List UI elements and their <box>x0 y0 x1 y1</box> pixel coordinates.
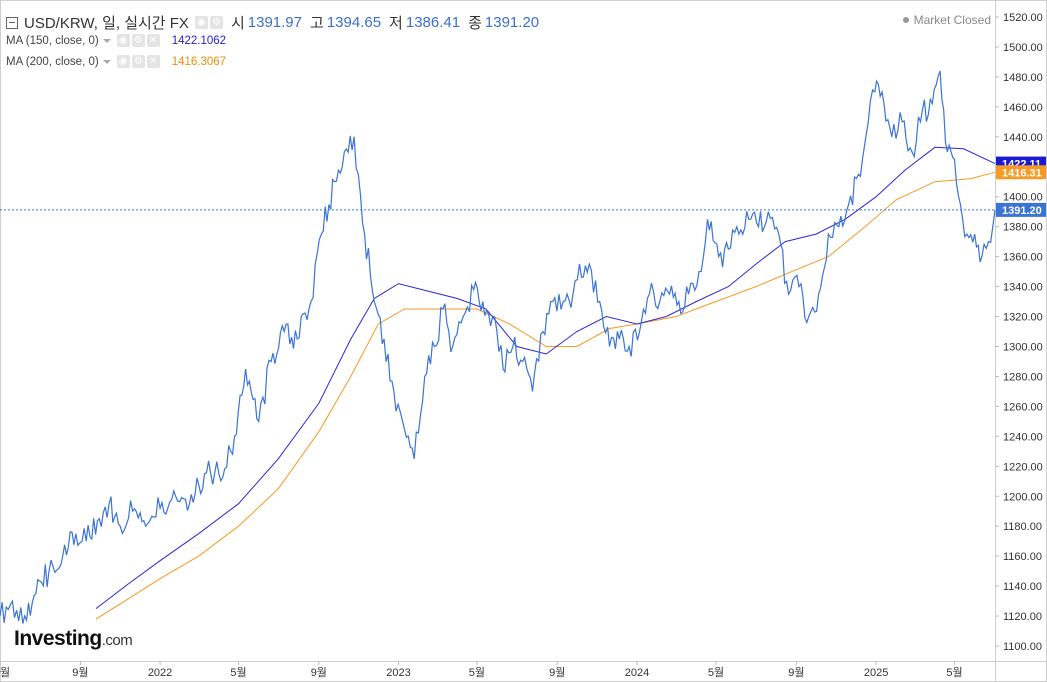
eye-icon[interactable]: ◉ <box>194 16 208 29</box>
x-tick-label: 월 <box>0 666 10 679</box>
x-tick-label: 5월 <box>230 666 246 679</box>
y-tick-label: 1480.00 <box>1003 72 1043 84</box>
y-tick-label: 1180.00 <box>1003 521 1042 533</box>
y-tick-label: 1160.00 <box>1003 551 1042 563</box>
close-icon[interactable]: ✕ <box>146 34 160 47</box>
low-label: 저 <box>389 15 403 32</box>
indicator-name[interactable]: MA (150, close, 0) <box>6 34 99 47</box>
y-tick-label: 1280.00 <box>1003 371 1043 383</box>
x-tick-label: 2025 <box>864 667 888 679</box>
gear-icon[interactable]: ⚙ <box>131 34 145 47</box>
indicator-ma200: MA (200, close, 0) ◉ ⚙ ✕ 1416.3067 <box>6 55 226 68</box>
y-tick-label: 1220.00 <box>1003 461 1043 473</box>
y-tick-label: 1340.00 <box>1003 282 1043 294</box>
eye-icon[interactable]: ◉ <box>116 55 130 68</box>
open-label: 시 <box>230 15 245 32</box>
last-price-badge-bg <box>996 202 1046 217</box>
y-tick-label: 1120.00 <box>1003 611 1042 623</box>
x-tick-label: 5월 <box>708 666 724 679</box>
market-status: Market Closed <box>902 13 991 27</box>
y-tick-label: 1200.00 <box>1003 491 1043 503</box>
indicator-ma150: MA (150, close, 0) ◉ ⚙ ✕ 1422.1062 <box>6 34 226 47</box>
y-tick-label: 1460.00 <box>1003 102 1043 114</box>
chart-header: USD/KRW, 일, 실시간 FX ◉ ⚙ 시 1391.97 고 1394.65… <box>6 12 539 33</box>
x-tick-label: 9월 <box>549 666 565 679</box>
close-icon[interactable]: ✕ <box>146 55 160 68</box>
collapse-icon[interactable] <box>6 16 18 29</box>
status-dot-icon <box>902 17 909 23</box>
high-label: 고 <box>310 15 324 32</box>
symbol-title[interactable]: USD/KRW, 일, 실시간 FX <box>24 15 189 32</box>
x-tick-label: 2022 <box>148 667 172 679</box>
ma200-badge: 1416.31 <box>1002 167 1042 179</box>
y-tick-label: 1140.00 <box>1003 581 1042 593</box>
close-label: 종 <box>468 15 482 32</box>
ma150-line <box>95 146 996 609</box>
y-tick-label: 1400.00 <box>1003 192 1043 204</box>
ma200-line <box>95 171 996 620</box>
indicator-value: 1416.3067 <box>171 55 227 68</box>
high-value: 1394.65 <box>326 14 382 31</box>
gear-icon[interactable]: ⚙ <box>131 55 145 68</box>
price-line <box>0 70 996 624</box>
indicator-controls: ◉ ⚙ ✕ <box>116 55 160 68</box>
x-tick-label: 9월 <box>311 666 327 679</box>
x-tick-label: 9월 <box>72 666 88 679</box>
logo-name: Investing <box>14 627 102 650</box>
indicator-controls: ◉ ⚙ ✕ <box>116 34 160 47</box>
open-value: 1391.97 <box>247 14 302 31</box>
market-status-label: Market Closed <box>913 13 991 27</box>
x-tick-label: 5월 <box>469 666 485 679</box>
gear-icon[interactable]: ⚙ <box>209 16 223 29</box>
logo-suffix: .com <box>101 632 133 649</box>
y-tick-label: 1500.00 <box>1003 42 1043 54</box>
y-tick-label: 1380.00 <box>1003 222 1043 234</box>
indicator-value: 1422.1062 <box>171 34 227 47</box>
y-tick-label: 1440.00 <box>1003 132 1043 144</box>
eye-icon[interactable]: ◉ <box>116 34 130 47</box>
investing-logo: Investing.com <box>14 627 133 651</box>
y-tick-label: 1300.00 <box>1003 341 1043 353</box>
y-tick-label: 1240.00 <box>1003 431 1043 443</box>
y-tick-label: 1320.00 <box>1003 312 1043 324</box>
x-tick-label: 2023 <box>386 667 410 679</box>
last-price-badge: 1391.20 <box>1002 205 1042 217</box>
ma200-badge-bg <box>996 165 1046 180</box>
chevron-down-icon[interactable] <box>102 59 111 64</box>
symbol-controls: ◉ ⚙ <box>194 16 223 29</box>
y-tick-label: 1360.00 <box>1003 252 1043 264</box>
close-value: 1391.20 <box>484 14 540 31</box>
x-tick-label: 2024 <box>625 667 649 679</box>
low-value: 1386.41 <box>405 14 461 31</box>
y-tick-label: 1260.00 <box>1003 401 1043 413</box>
x-tick-label: 5월 <box>946 666 962 679</box>
y-tick-label: 1520.00 <box>1003 12 1043 24</box>
y-tick-label: 1100.00 <box>1003 641 1042 653</box>
chevron-down-icon[interactable] <box>102 38 111 43</box>
x-tick-label: 9월 <box>788 666 804 679</box>
indicator-name[interactable]: MA (200, close, 0) <box>6 55 99 68</box>
